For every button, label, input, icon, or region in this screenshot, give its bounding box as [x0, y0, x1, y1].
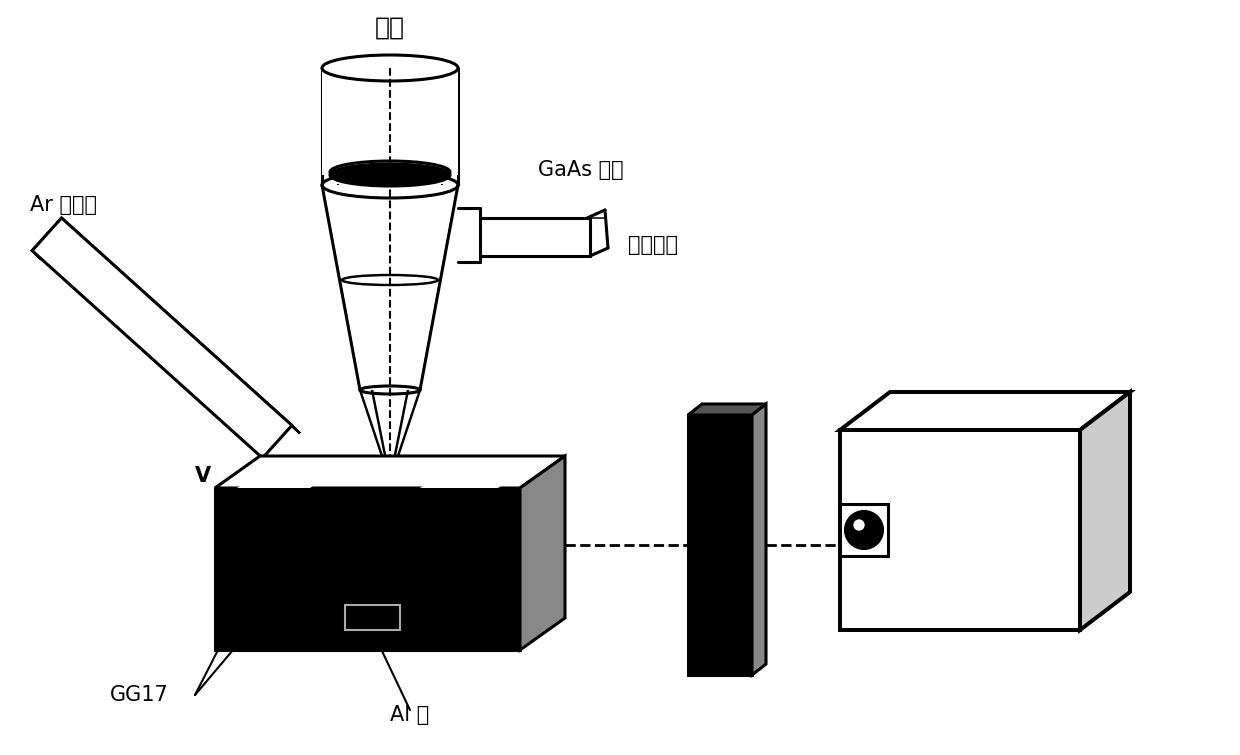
Text: 激光: 激光 — [374, 16, 405, 40]
Bar — [839, 504, 888, 556]
Text: V: V — [195, 466, 211, 486]
Polygon shape — [32, 218, 69, 259]
Circle shape — [853, 519, 864, 531]
Text: Ar 保护气: Ar 保护气 — [30, 195, 97, 215]
Text: 摄像机: 摄像机 — [963, 446, 1006, 470]
Polygon shape — [688, 404, 766, 415]
Polygon shape — [520, 456, 565, 650]
Polygon shape — [420, 467, 527, 488]
Polygon shape — [215, 488, 520, 650]
Polygon shape — [32, 218, 291, 458]
Ellipse shape — [322, 55, 458, 81]
Polygon shape — [322, 68, 458, 175]
Polygon shape — [215, 456, 565, 488]
Polygon shape — [751, 404, 766, 675]
Bar — [345, 605, 401, 630]
Polygon shape — [62, 218, 300, 433]
Text: GaAs 透镜: GaAs 透镜 — [538, 160, 624, 180]
Text: Al 膜: Al 膜 — [391, 705, 429, 725]
Text: 压缩气体: 压缩气体 — [627, 235, 678, 255]
Polygon shape — [839, 430, 1080, 630]
Polygon shape — [324, 185, 456, 390]
Polygon shape — [1080, 392, 1130, 630]
Ellipse shape — [330, 164, 450, 186]
Polygon shape — [237, 467, 340, 488]
Polygon shape — [839, 392, 1130, 430]
Text: 滤光镜: 滤光镜 — [706, 448, 748, 472]
Text: GG17: GG17 — [110, 685, 169, 705]
Circle shape — [844, 511, 883, 549]
Polygon shape — [688, 415, 751, 675]
